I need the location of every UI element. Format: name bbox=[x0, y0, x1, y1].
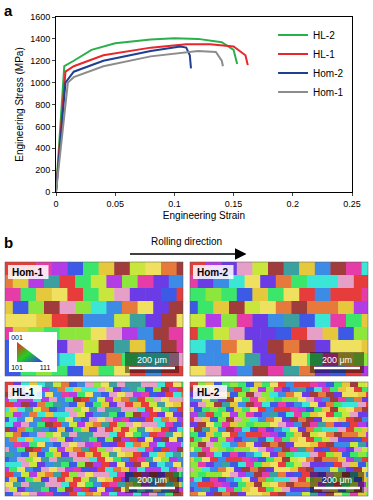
svg-text:200 μm: 200 μm bbox=[137, 475, 167, 485]
svg-text:HL-2: HL-2 bbox=[313, 30, 335, 41]
svg-text:Hom-2: Hom-2 bbox=[313, 68, 343, 79]
svg-text:Rolling direction: Rolling direction bbox=[151, 236, 222, 247]
svg-text:0: 0 bbox=[45, 187, 50, 197]
svg-text:1600: 1600 bbox=[30, 12, 50, 22]
svg-text:HL-2: HL-2 bbox=[197, 387, 220, 398]
svg-text:Hom-2: Hom-2 bbox=[197, 267, 229, 278]
svg-text:111: 111 bbox=[40, 364, 51, 371]
svg-text:Engineering Strain: Engineering Strain bbox=[163, 210, 245, 221]
svg-text:1000: 1000 bbox=[30, 78, 50, 88]
svg-text:1200: 1200 bbox=[30, 56, 50, 66]
svg-text:1400: 1400 bbox=[30, 34, 50, 44]
svg-text:800: 800 bbox=[35, 100, 50, 110]
svg-text:101: 101 bbox=[11, 364, 23, 371]
svg-text:b: b bbox=[4, 234, 13, 251]
svg-text:0: 0 bbox=[53, 199, 58, 209]
svg-text:Hom-1: Hom-1 bbox=[313, 87, 343, 98]
svg-text:001: 001 bbox=[11, 334, 23, 341]
svg-text:0.2: 0.2 bbox=[287, 199, 300, 209]
svg-text:400: 400 bbox=[35, 143, 50, 153]
svg-text:200 μm: 200 μm bbox=[322, 475, 352, 485]
svg-text:HL-1: HL-1 bbox=[12, 387, 35, 398]
svg-text:200: 200 bbox=[35, 165, 50, 175]
svg-text:0.25: 0.25 bbox=[343, 199, 361, 209]
svg-text:Engineering Stress (MPa): Engineering Stress (MPa) bbox=[14, 47, 25, 162]
svg-text:0.1: 0.1 bbox=[168, 199, 181, 209]
html-text:a: a bbox=[4, 2, 13, 19]
svg-text:200 μm: 200 μm bbox=[322, 355, 352, 365]
svg-text:Hom-1: Hom-1 bbox=[12, 267, 44, 278]
svg-text:0.15: 0.15 bbox=[225, 199, 243, 209]
svg-text:600: 600 bbox=[35, 122, 50, 132]
svg-text:200 μm: 200 μm bbox=[137, 355, 167, 365]
svg-text:HL-1: HL-1 bbox=[313, 49, 335, 60]
svg-text:0.05: 0.05 bbox=[106, 199, 124, 209]
